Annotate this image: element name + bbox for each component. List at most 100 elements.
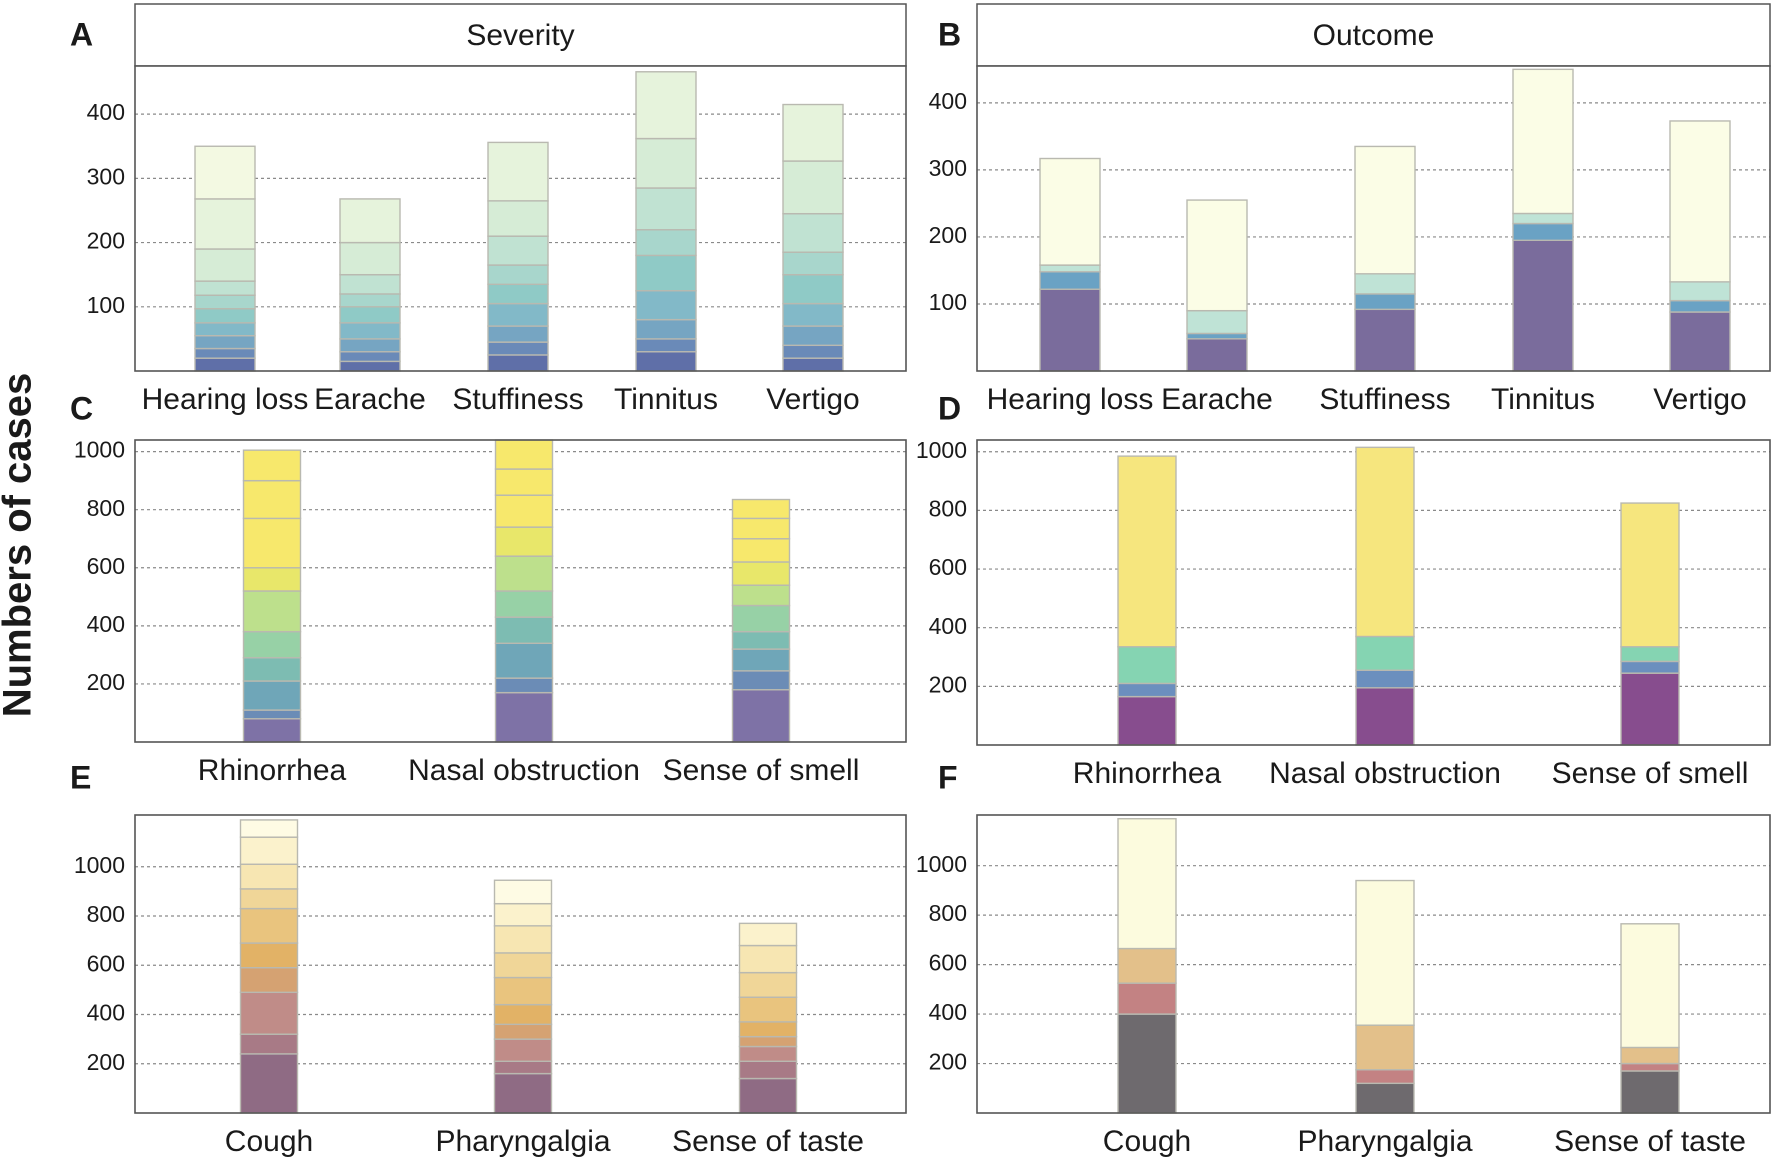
bar-segment <box>1117 682 1177 698</box>
y-tick-label: 400 <box>87 1000 125 1026</box>
bar-segment <box>738 1060 798 1080</box>
plot-frame <box>134 814 907 1114</box>
bar-segment <box>194 198 256 250</box>
bar-segment <box>1039 264 1101 273</box>
bar-segment <box>242 567 302 592</box>
y-tick-label: 600 <box>929 554 967 580</box>
bar-segment <box>782 344 844 359</box>
bar-segment <box>487 302 549 327</box>
bar-segment <box>1354 273 1416 295</box>
bar-segment <box>493 879 553 905</box>
y-tick-label: 200 <box>87 1049 125 1075</box>
bar-segment <box>493 902 553 927</box>
y-tick-label: 200 <box>929 1049 967 1075</box>
bar-segment <box>239 942 299 969</box>
bar-segment <box>738 971 798 998</box>
plot-frame <box>134 439 907 743</box>
bar-segment <box>1354 308 1416 372</box>
bar-segment <box>239 819 299 838</box>
bar-segment <box>1039 288 1101 372</box>
bar-segment <box>494 468 554 496</box>
x-category-label: Sense of taste <box>672 1125 864 1158</box>
bar-stack <box>1117 818 1177 1114</box>
bar-stack <box>339 198 401 372</box>
bar-segment <box>242 479 302 520</box>
plot-frame <box>976 65 1771 372</box>
panel-letter: C <box>70 390 93 426</box>
bar-segment <box>339 322 401 340</box>
x-category-label: Earache <box>314 383 426 416</box>
bar-segment <box>194 248 256 282</box>
y-tick-label: 200 <box>929 671 967 697</box>
panel-f: F 200 400 600 800 1000 Cough Pharyngalgia Sense … <box>916 759 1771 1158</box>
x-category-label: Sense of taste <box>1554 1125 1746 1158</box>
y-tick-label: 200 <box>87 228 125 254</box>
y-tick-label: 600 <box>87 553 125 579</box>
bar-segment <box>1186 338 1248 372</box>
bar-stack <box>738 922 798 1114</box>
x-category-label: Sense of smell <box>663 754 860 787</box>
plot-frame <box>976 814 1771 1114</box>
bar-segment <box>339 351 401 363</box>
bar-segment <box>1117 1013 1177 1114</box>
bar-stack <box>635 71 697 372</box>
bar-segment <box>239 888 299 910</box>
bar-segment <box>1039 271 1101 290</box>
bar-segment <box>635 254 697 292</box>
bar-segment <box>494 439 554 470</box>
bar-stack <box>1669 120 1731 372</box>
bar-segment <box>339 306 401 324</box>
bar-segment <box>194 334 256 350</box>
bar-segment <box>1620 660 1680 674</box>
bar-segment <box>239 991 299 1035</box>
bar-segment <box>1355 879 1415 1026</box>
bar-segment <box>494 555 554 592</box>
bar-segment <box>635 229 697 257</box>
bar-stack <box>782 103 844 372</box>
bar-stack <box>1354 145 1416 372</box>
bar-segment <box>239 966 299 994</box>
bar-segment <box>1620 1062 1680 1072</box>
bar-segment <box>242 630 302 659</box>
y-tick-label: 100 <box>87 292 125 318</box>
bar-stack <box>1620 502 1680 746</box>
figure-y-axis-label: Numbers of cases <box>0 373 40 718</box>
strip-header <box>134 3 907 67</box>
plot-frame <box>134 65 907 372</box>
panel-c: C 200 400 600 800 1000 Rhinorrhea Nasal obstruc… <box>70 390 907 787</box>
x-category-label: Hearing loss <box>987 383 1154 416</box>
bar-stack <box>239 819 299 1114</box>
bar-segment <box>731 689 791 743</box>
y-tick-label: 800 <box>87 495 125 521</box>
bar-stack <box>1620 923 1680 1114</box>
bar-segment <box>1620 672 1680 746</box>
panel-letter: F <box>938 759 958 795</box>
bar-segment <box>782 302 844 327</box>
bar-segment <box>487 354 549 372</box>
bar-stack <box>1512 68 1574 372</box>
bar-segment <box>1669 281 1731 302</box>
bar-segment <box>635 71 697 140</box>
bar-segment <box>487 235 549 266</box>
bar-segment <box>731 604 791 633</box>
bar-stack <box>1039 157 1101 372</box>
x-category-label: Pharyngalgia <box>435 1125 610 1158</box>
bar-segment <box>1117 646 1177 685</box>
bar-segment <box>1186 332 1248 340</box>
bar-segment <box>1039 157 1101 266</box>
bar-segment <box>494 590 554 618</box>
bar-segment <box>738 1045 798 1062</box>
bar-segment <box>1620 1046 1680 1065</box>
bar-segment <box>738 996 798 1023</box>
bar-segment <box>731 517 791 540</box>
bar-segment <box>239 1053 299 1114</box>
x-category-label: Nasal obstruction <box>408 754 640 787</box>
panel-d: D 200 400 600 800 1000 Rhinorrhea Nasal obstruc… <box>916 390 1771 790</box>
bar-segment <box>493 1038 553 1062</box>
bar-segment <box>493 1023 553 1040</box>
bar-segment <box>239 907 299 944</box>
bar-segment <box>242 718 302 743</box>
bar-segment <box>782 325 844 347</box>
x-category-label: Nasal obstruction <box>1269 757 1501 790</box>
x-category-label: Hearing loss <box>142 383 309 416</box>
